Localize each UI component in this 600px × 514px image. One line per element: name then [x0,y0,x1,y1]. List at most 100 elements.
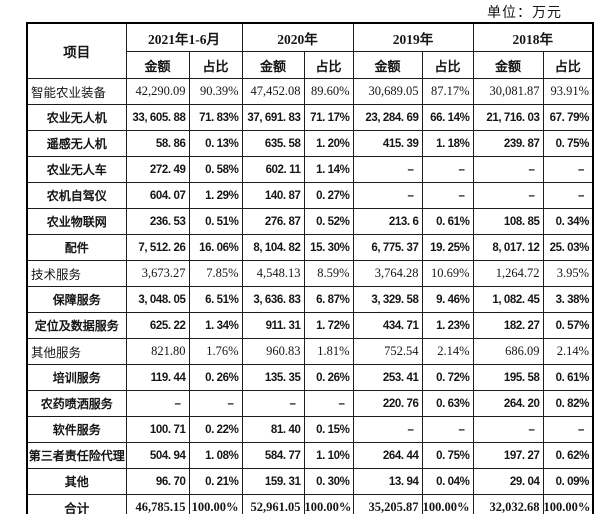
ratio-cell: 1. 14% [303,156,354,183]
amount-cell: 108. 85 [472,208,544,235]
row-label: 农机自驾仪 [26,182,127,209]
table-row: 农药喷洒服务 – – – –220. 76 0. 63% 264. 20 0. 82% [26,390,594,417]
col-group-2019: 2019年 [352,22,474,52]
ratio-cell: 0. 22% [188,416,243,443]
amount-cell: 21, 716. 03 [472,104,544,131]
ratio-cell: – [542,182,594,209]
amount-cell: 1, 082. 45 [472,286,544,313]
amount-cell: – [125,390,190,417]
amount-cell: 3, 636. 83 [241,286,305,313]
amount-cell: 264. 44 [352,442,423,469]
ratio-cell: 10.69% [421,260,474,287]
amount-cell: 625. 22 [125,312,190,339]
ratio-cell: 19. 25% [421,234,474,261]
table-body: 智能农业装备 42,290.09 90.39% 47,452.08 89.60% 30,6… [26,78,594,514]
amount-cell: 504. 94 [125,442,190,469]
ratio-cell: 0. 82% [542,390,594,417]
ratio-cell: 1. 23% [421,312,474,339]
ratio-cell: – [188,390,243,417]
row-label: 培训服务 [26,364,127,391]
ratio-cell: 1.81% [303,338,354,365]
ratio-cell: 0. 75% [421,442,474,469]
amount-cell: 140. 87 [241,182,305,209]
row-label: 软件服务 [26,416,127,443]
ratio-cell: 1. 34% [188,312,243,339]
amount-cell: 213. 6 [352,208,423,235]
amount-cell: 4,548.13 [241,260,305,287]
ratio-cell: 0. 61% [542,364,594,391]
header-year-row: 项目 2021年1-6月 2020年 2019年 2018年 [26,22,594,79]
ratio-cell: 7.85% [188,260,243,287]
ratio-cell: 93.91% [542,78,594,105]
row-label: 其他 [26,468,127,495]
amount-cell: 195. 58 [472,364,544,391]
ratio-cell: 0. 51% [188,208,243,235]
row-label: 保障服务 [26,286,127,313]
table-row: 培训服务 119. 44 0. 26% 135. 35 0. 26% 253. 41 0. … [26,364,594,391]
ratio-cell: 0. 21% [188,468,243,495]
ratio-cell: – [421,416,474,443]
row-label: 智能农业装备 [26,78,127,105]
amount-cell: 33, 605. 88 [125,104,190,131]
ratio-cell: 100.00% [303,494,354,514]
amount-cell: 32,032.68 [472,494,544,514]
ratio-cell: 25. 03% [542,234,594,261]
col-header-item: 项目 [26,22,127,79]
amount-cell: 37, 691. 83 [241,104,305,131]
table-row: 技术服务 3,673.27 7.85% 4,548.13 8.59% 3,764.28 10… [26,260,594,287]
ratio-cell: 0. 72% [421,364,474,391]
row-label: 农业无人车 [26,156,127,183]
ratio-cell: 0. 26% [303,364,354,391]
ratio-cell: 0. 34% [542,208,594,235]
ratio-cell: 100.00% [421,494,474,514]
amount-cell: 100. 71 [125,416,190,443]
amount-cell: 821.80 [125,338,190,365]
amount-cell: 236. 53 [125,208,190,235]
ratio-cell: 1.76% [188,338,243,365]
amount-cell: 42,290.09 [125,78,190,105]
col-group-2021h1: 2021年1-6月 [125,22,243,52]
amount-cell: 135. 35 [241,364,305,391]
ratio-cell: 8.59% [303,260,354,287]
amount-cell: 686.09 [472,338,544,365]
amount-cell: – [472,416,544,443]
amount-cell: 197. 27 [472,442,544,469]
amount-cell: 159. 31 [241,468,305,495]
ratio-cell: 3.95% [542,260,594,287]
ratio-cell: – [421,182,474,209]
table-row: 第三者责任险代理 504. 94 1. 08% 584. 77 1. 10% 264. 4… [26,442,594,469]
amount-cell: 35,205.87 [352,494,423,514]
ratio-cell: 0. 04% [421,468,474,495]
amount-cell: 264. 20 [472,390,544,417]
amount-cell: – [352,182,423,209]
ratio-cell: 16. 06% [188,234,243,261]
table-header: 项目 2021年1-6月 2020年 2019年 2018年 金额 占比 金额 … [26,22,594,79]
amount-cell: 47,452.08 [241,78,305,105]
amount-cell: – [472,182,544,209]
ratio-cell: 0. 09% [542,468,594,495]
amount-cell: 29. 04 [472,468,544,495]
amount-cell: 604. 07 [125,182,190,209]
row-label: 农业无人机 [26,104,127,131]
table-row: 智能农业装备 42,290.09 90.39% 47,452.08 89.60% 30,6… [26,78,594,105]
table-row: 农业无人机 33, 605. 88 71. 83% 37, 691. 83 71. 17… [26,104,594,131]
row-label: 其他服务 [26,338,127,365]
table-row: 配件 7, 512. 26 16. 06% 8, 104. 82 15. 30% 6, 7… [26,234,594,261]
row-label: 遥感无人机 [26,130,127,157]
subheader-ratio-2019: 占比 [421,51,474,79]
ratio-cell: 66. 14% [421,104,474,131]
table-row: 合计 46,785.15 100.00% 52,961.05 100.00% 35,205… [26,494,594,514]
amount-cell: 81. 40 [241,416,305,443]
ratio-cell: 6. 51% [188,286,243,313]
ratio-cell: – [542,156,594,183]
amount-cell: 96. 70 [125,468,190,495]
ratio-cell: 1. 10% [303,442,354,469]
subheader-amount-2019: 金额 [352,51,423,79]
ratio-cell: 1. 29% [188,182,243,209]
subheader-amount-2021h1: 金额 [125,51,190,79]
amount-cell: 8, 104. 82 [241,234,305,261]
table-row: 其他服务 821.80 1.76% 960.83 1.81% 752.54 2.14% 686… [26,338,594,365]
ratio-cell: 0. 15% [303,416,354,443]
amount-cell: 30,081.87 [472,78,544,105]
ratio-cell: 0. 63% [421,390,474,417]
